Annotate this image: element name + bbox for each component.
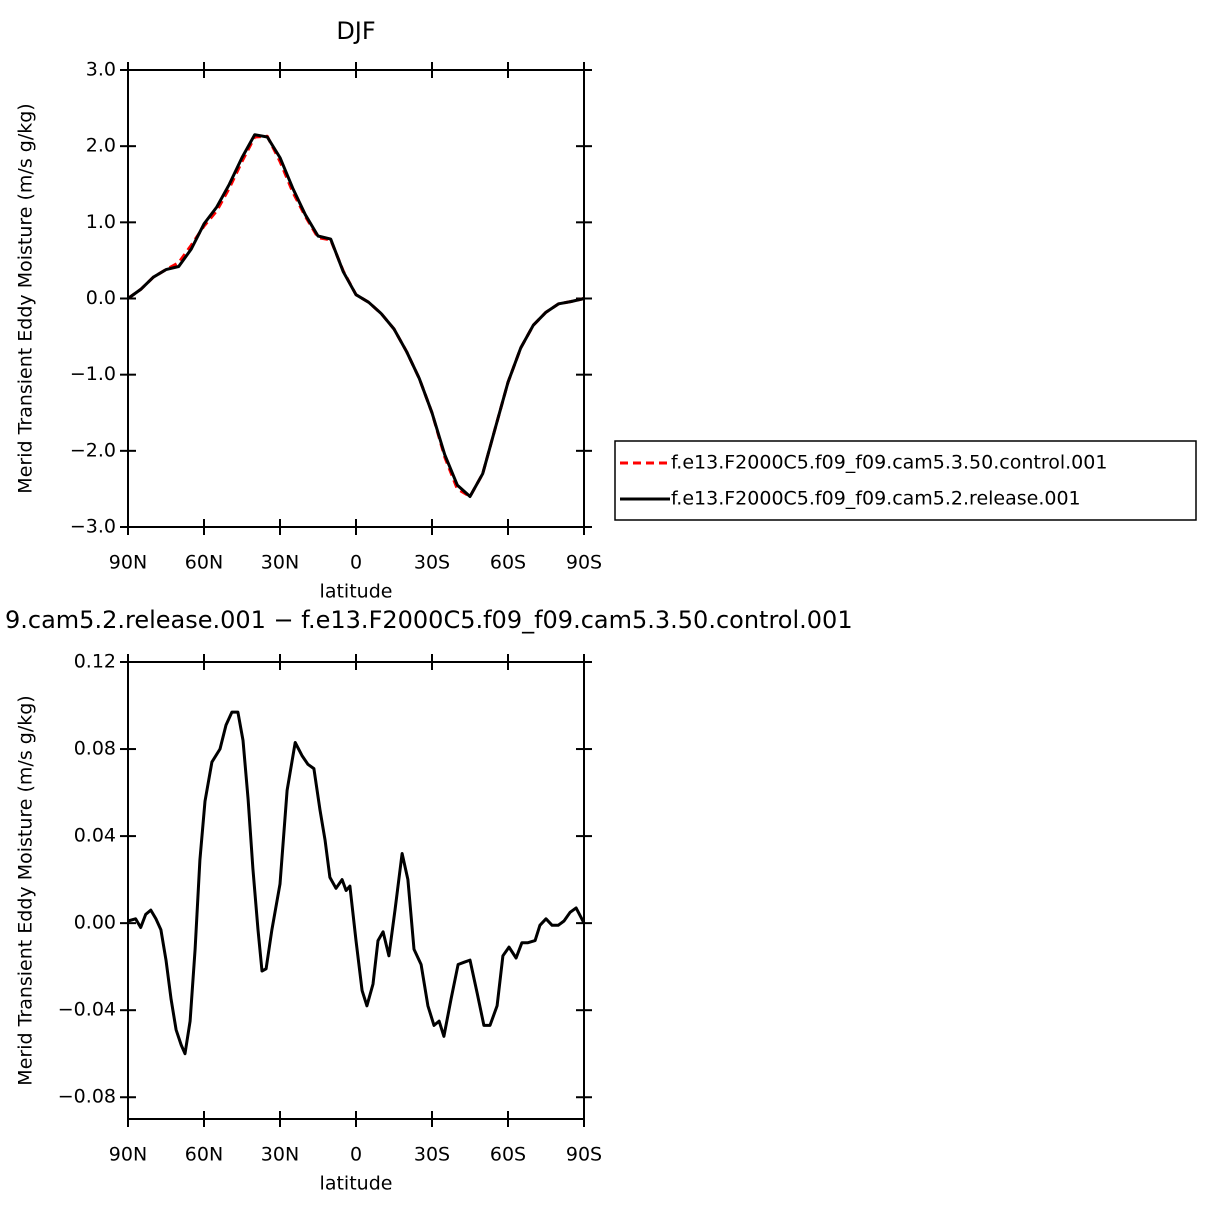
y-tick-label: 0.12 [74, 651, 116, 673]
chart-title: 9.cam5.2.release.001 − f.e13.F2000C5.f09… [5, 606, 853, 634]
legend-label: f.e13.F2000C5.f09_f09.cam5.2.release.001 [671, 488, 1081, 510]
x-tick-label: 30N [261, 1144, 299, 1166]
x-tick-label: 30N [261, 552, 299, 574]
legend-label: f.e13.F2000C5.f09_f09.cam5.3.50.control.… [671, 452, 1107, 474]
plot-frame [127, 69, 585, 528]
x-tick-label: 90S [566, 552, 602, 574]
y-tick-label: 1.0 [86, 211, 116, 233]
x-tick-label: 0 [350, 552, 362, 574]
plot-frame [127, 661, 585, 1120]
y-tick-label: −3.0 [70, 516, 116, 538]
x-tick-label: 90N [109, 552, 147, 574]
data-line [127, 134, 585, 498]
x-axis-label: latitude [320, 1173, 393, 1195]
y-axis-label: Merid Transient Eddy Moisture (m/s g/kg) [15, 695, 37, 1085]
y-tick-label: −0.08 [58, 1086, 116, 1108]
x-tick-label: 60S [490, 552, 526, 574]
x-tick-label: 60S [490, 1144, 526, 1166]
data-line [127, 133, 585, 498]
x-tick-label: 90N [109, 1144, 147, 1166]
y-tick-label: −1.0 [70, 363, 116, 385]
y-tick-label: 0.00 [74, 912, 116, 934]
y-tick-label: 0.08 [74, 738, 116, 760]
y-tick-label: −2.0 [70, 439, 116, 461]
data-line [127, 710, 586, 1056]
x-tick-label: 0 [350, 1144, 362, 1166]
y-tick-label: 0.0 [86, 287, 116, 309]
x-tick-label: 90S [566, 1144, 602, 1166]
y-tick-label: 0.04 [74, 825, 116, 847]
x-axis-label: latitude [320, 581, 393, 603]
y-axis-label: Merid Transient Eddy Moisture (m/s g/kg) [15, 103, 37, 493]
x-tick-label: 60N [185, 1144, 223, 1166]
x-tick-label: 60N [185, 552, 223, 574]
legend-box [614, 440, 1197, 521]
x-tick-label: 30S [414, 1144, 450, 1166]
y-tick-label: 3.0 [86, 59, 116, 81]
x-tick-label: 30S [414, 552, 450, 574]
y-tick-label: 2.0 [86, 135, 116, 157]
chart-title: DJF [336, 17, 375, 45]
y-tick-label: −0.04 [58, 999, 116, 1021]
